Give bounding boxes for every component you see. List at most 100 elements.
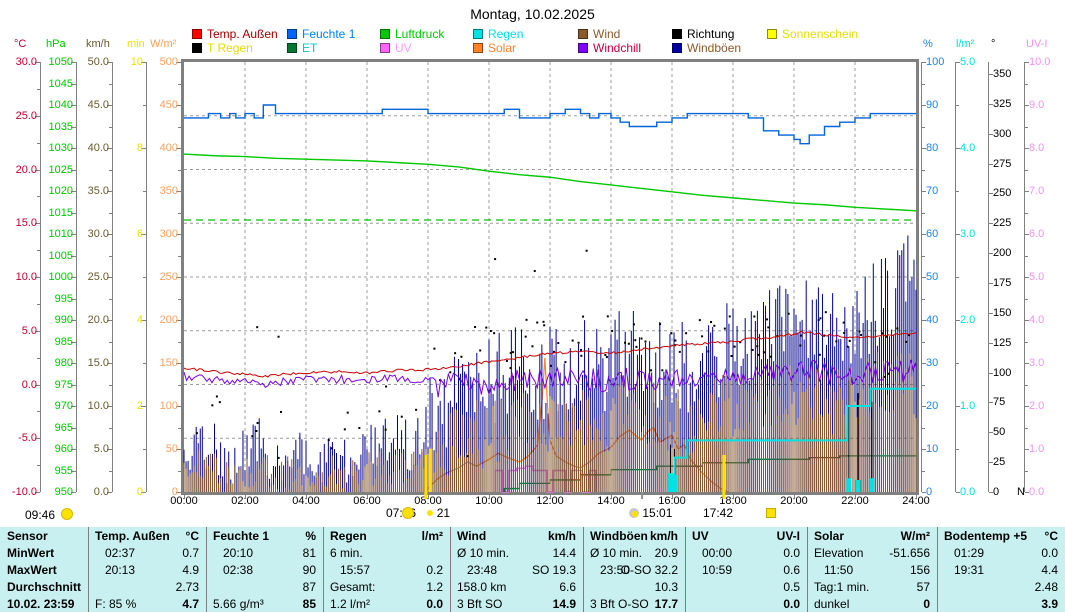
axis-l-m-ticklabel: 5.0 — [960, 56, 976, 68]
axis-uv-i-minortick — [1025, 83, 1028, 85]
table-column-regen: Regen l/m² 6 min. 15:57 0.2 Gesamt: 1.2 1.2 l/m… — [323, 527, 450, 612]
axis-min-ticklabel: 4 — [136, 314, 143, 326]
table-header-name: Temp. Außen — [95, 529, 170, 543]
axis-c-ticklabel: -10.0 — [11, 486, 37, 498]
axis-hpa-tick — [71, 62, 76, 63]
axis-hpa-tick — [71, 105, 76, 106]
legend-item-luftdruck: Luftdruck — [380, 27, 445, 41]
table-cell-value: 85 — [302, 597, 316, 611]
sensor-table: Sensor MinWert MaxWert Durchschnitt 10.02. 2… — [0, 527, 1065, 612]
legend-label-t-regen: T Regen — [207, 41, 253, 55]
x-axis-ticklabel: 02:00 — [231, 495, 259, 507]
axis--ticklabel: 30 — [926, 357, 939, 369]
axis-hpa-ticklabel: 955 — [54, 464, 73, 477]
table-cell-value: 57 — [916, 580, 930, 594]
moonrise-icon — [629, 508, 639, 518]
axis--ticklabel: 175 — [993, 277, 1012, 289]
x-axis-tick — [794, 492, 795, 498]
axis-km-h-header: km/h — [86, 38, 110, 50]
table-cell-left: 00:00 — [702, 546, 733, 560]
legend-swatch-temp-au-en — [192, 29, 202, 39]
axis-c-minortick — [37, 465, 40, 467]
axis-km-h-line — [112, 62, 113, 492]
axis-hpa-tick — [71, 470, 76, 472]
table-header-unit: UV-I — [776, 529, 800, 543]
axis-uv-i-ticklabel: 9.0 — [1029, 99, 1045, 111]
axis-min-tick — [141, 492, 146, 493]
axis-uv-i-minortick — [1025, 470, 1028, 472]
moonrise-time: 15:01 — [642, 506, 673, 520]
axis--ticklabel: 100 — [926, 56, 945, 68]
axis--tick — [922, 492, 926, 493]
axis-uv-i-minortick — [1025, 126, 1028, 128]
table-cell-value: 1.2 — [426, 580, 443, 594]
axis--ticklabel: 80 — [926, 142, 939, 154]
axis--tick — [922, 363, 926, 364]
axis-km-h-minortick — [109, 384, 112, 386]
table-header-unit: °C — [185, 529, 199, 543]
axis-w-m-ticklabel: 400 — [159, 142, 178, 154]
axis-l-m-tick — [956, 492, 960, 493]
axis--ticklabel: 60 — [926, 228, 939, 240]
axis--header: % — [923, 38, 933, 50]
axis-w-m-tick — [176, 105, 181, 106]
axis-hpa-ticklabel: 980 — [54, 357, 73, 369]
legend-item-windb-en: Windböen — [672, 41, 741, 55]
axis-hpa-tick — [71, 406, 76, 407]
legend-label-uv: UV — [395, 41, 412, 55]
legend-label-wind: Wind — [593, 27, 621, 41]
axis--tick — [922, 277, 926, 278]
axis-l-m-line — [955, 62, 956, 492]
legend-label-luftdruck: Luftdruck — [395, 27, 445, 41]
axis-w-m-tick — [176, 320, 181, 321]
axis-hpa-line — [76, 62, 77, 492]
axis-l-m-tick — [956, 234, 960, 235]
axis-c-tick — [35, 330, 40, 332]
table-header-unit: km/h — [547, 529, 576, 543]
axis-uv-i-tick — [1025, 191, 1029, 192]
axis-c-minortick — [37, 196, 40, 198]
axis--minortick — [922, 427, 925, 429]
axis-c-ticklabel: 30.0 — [15, 56, 37, 68]
axis--tick — [989, 283, 993, 284]
axis-l-m-tick — [956, 148, 960, 149]
table-cell-left: 6 min. — [330, 546, 363, 560]
axis-min-minortick — [143, 449, 146, 450]
table-cell-left: Tag:1 min. — [814, 580, 870, 594]
axis-w-m-ticklabel: 150 — [159, 357, 178, 369]
axis-c-ticklabel: 10.0 — [15, 271, 37, 283]
table-cell-left: dunkel — [814, 597, 850, 611]
table-cell-value: 10.3 — [654, 580, 678, 594]
table-cell-value: 0.7 — [182, 546, 199, 560]
axis--tick — [989, 133, 993, 135]
axis-w-m-ticklabel: 250 — [159, 271, 178, 283]
table-cell-left: Ø 10 min. — [590, 546, 643, 560]
x-axis-tick — [672, 492, 673, 498]
axis--ticklabel: 50 — [926, 271, 939, 283]
legend-item-temp-au-en: Temp. Außen — [192, 27, 278, 41]
table-cell-value: 87 — [302, 580, 316, 594]
legend-item-regen: Regen — [473, 27, 524, 41]
axis-uv-i-tick — [1025, 492, 1029, 493]
axis-w-m-ticklabel: 100 — [159, 400, 178, 412]
axis-km-h-ticklabel: 45.0 — [87, 99, 109, 111]
chart-title: Montag, 10.02.2025 — [470, 6, 595, 22]
axis-km-h-minortick — [109, 83, 112, 85]
axis--ticklabel: 350 — [993, 67, 1012, 80]
table-cell-value: 0.2 — [426, 563, 443, 577]
legend-label-regen: Regen — [488, 27, 524, 41]
x-axis-ticklabel: 06:00 — [353, 495, 381, 507]
x-axis-ticklabel: 24:00 — [902, 495, 930, 507]
legend-item-uv: UV — [380, 41, 412, 55]
axis-w-m-minortick — [178, 298, 181, 300]
table-cell-value: -51.656 — [889, 546, 930, 560]
legend-item-solar: Solar — [473, 41, 516, 55]
table-cell-value: 14.4 — [552, 546, 576, 560]
table-header-name: Bodentemp +5 — [944, 529, 1028, 543]
axis--ticklabel: 225 — [993, 217, 1012, 230]
axis-w-m-tick — [176, 277, 181, 278]
axis-km-h-minortick — [109, 255, 112, 257]
axis-hpa-ticklabel: 950 — [54, 486, 73, 498]
table-cell-left: 3 Bft O-SO — [590, 597, 649, 611]
axis--ticklabel: 25 — [993, 456, 1006, 469]
